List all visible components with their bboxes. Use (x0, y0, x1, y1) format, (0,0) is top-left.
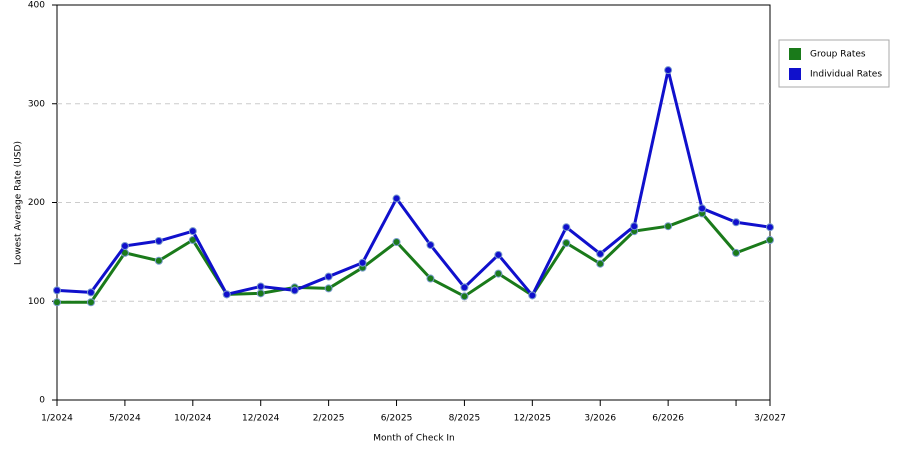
data-point (426, 274, 435, 283)
x-tick-label: 12/2025 (514, 414, 551, 424)
data-point (86, 298, 95, 307)
data-point (256, 282, 265, 291)
data-point (324, 272, 333, 281)
data-point (460, 292, 469, 301)
x-tick-label: 3/2027 (754, 414, 786, 424)
series-line (57, 211, 771, 304)
data-point (732, 248, 741, 257)
legend-label: Group Rates (810, 50, 866, 60)
data-point (494, 250, 503, 259)
data-point (596, 249, 605, 258)
x-tick-label: 12/2024 (242, 414, 280, 424)
x-tick-label: 10/2024 (174, 414, 212, 424)
data-point (630, 222, 639, 231)
y-axis-label: Lowest Average Rate (USD) (14, 141, 24, 265)
data-point (596, 259, 605, 268)
data-point (256, 289, 265, 298)
x-tick-label: 5/2024 (109, 414, 141, 424)
data-point (392, 194, 401, 203)
x-tick-label: 8/2025 (449, 414, 481, 424)
data-point (562, 223, 571, 232)
data-point (222, 290, 231, 299)
data-point (766, 236, 774, 245)
data-point (392, 238, 401, 246)
y-tick-label: 300 (28, 99, 45, 109)
legend-swatch (789, 48, 801, 60)
data-point (664, 66, 673, 75)
data-point (562, 238, 571, 247)
data-point (53, 286, 61, 295)
x-tick-label: 1/2024 (41, 414, 73, 424)
data-point (528, 291, 537, 300)
data-point (86, 288, 95, 297)
data-point (188, 227, 197, 236)
x-axis-label: Month of Check In (373, 434, 455, 444)
x-tick-label: 6/2026 (652, 414, 684, 424)
data-point (732, 218, 741, 227)
legend-swatch (789, 68, 801, 80)
y-tick-label: 100 (28, 297, 45, 307)
data-point (154, 237, 163, 246)
legend-label: Individual Rates (810, 70, 882, 80)
x-tick-label: 3/2026 (584, 414, 616, 424)
data-point (154, 256, 163, 265)
data-point (664, 222, 673, 231)
data-point (290, 286, 299, 295)
data-point (324, 284, 333, 293)
data-point (460, 283, 469, 292)
data-point (426, 240, 435, 249)
data-point (494, 269, 503, 278)
data-point (358, 258, 367, 267)
data-point (53, 298, 61, 307)
y-tick-label: 200 (28, 198, 45, 208)
data-point (766, 223, 774, 232)
series-line (56, 68, 771, 297)
x-tick-label: 6/2025 (381, 414, 413, 424)
data-point (698, 204, 707, 213)
data-point (120, 241, 129, 250)
x-tick-label: 2/2025 (313, 414, 345, 424)
y-tick-label: 400 (28, 1, 45, 11)
y-tick-label: 0 (39, 396, 45, 406)
